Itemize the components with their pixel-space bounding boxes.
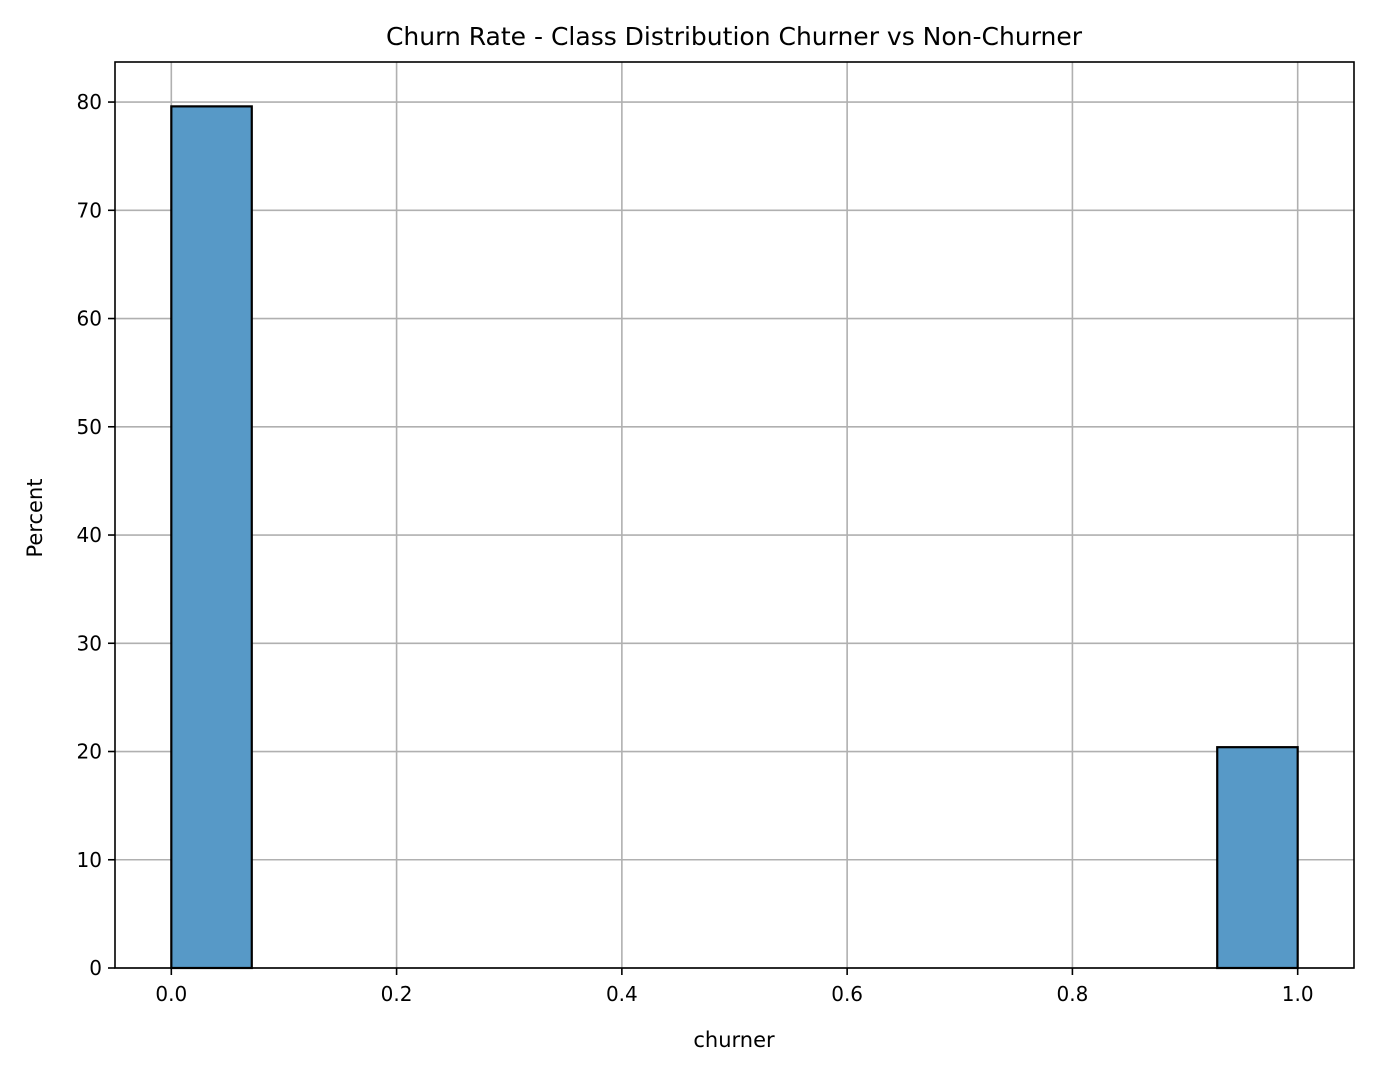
y-axis-label: Percent [23,478,47,557]
histogram-bar [170,105,253,970]
y-tick-label: 20 [77,740,102,764]
y-tick-label: 10 [77,848,102,872]
x-tick-label: 0.4 [606,982,638,1006]
x-axis-label: churner [693,1028,775,1052]
axis-ticks: 0.0 0.2 0.4 0.6 0.8 1.0 0 10 20 30 40 50 60 70 80 [77,90,1314,1006]
bars [170,105,1299,970]
grid [115,62,1354,969]
y-tick-label: 0 [89,956,102,980]
x-tick-label: 0.6 [831,982,863,1006]
x-tick-label: 0.0 [155,982,187,1006]
x-tick-label: 0.2 [381,982,413,1006]
y-tick-label: 60 [77,307,102,331]
x-tick-label: 1.0 [1282,982,1314,1006]
y-tick-label: 30 [77,631,102,655]
y-tick-label: 50 [77,415,102,439]
plot-frame [114,61,1355,969]
x-tick-label: 0.8 [1057,982,1089,1006]
histogram-bar [1216,746,1299,970]
y-tick-label: 80 [77,90,102,114]
y-tick-label: 70 [77,198,102,222]
y-tick-label: 40 [77,523,102,547]
chart-title: Churn Rate - Class Distribution Churner … [386,22,1083,51]
